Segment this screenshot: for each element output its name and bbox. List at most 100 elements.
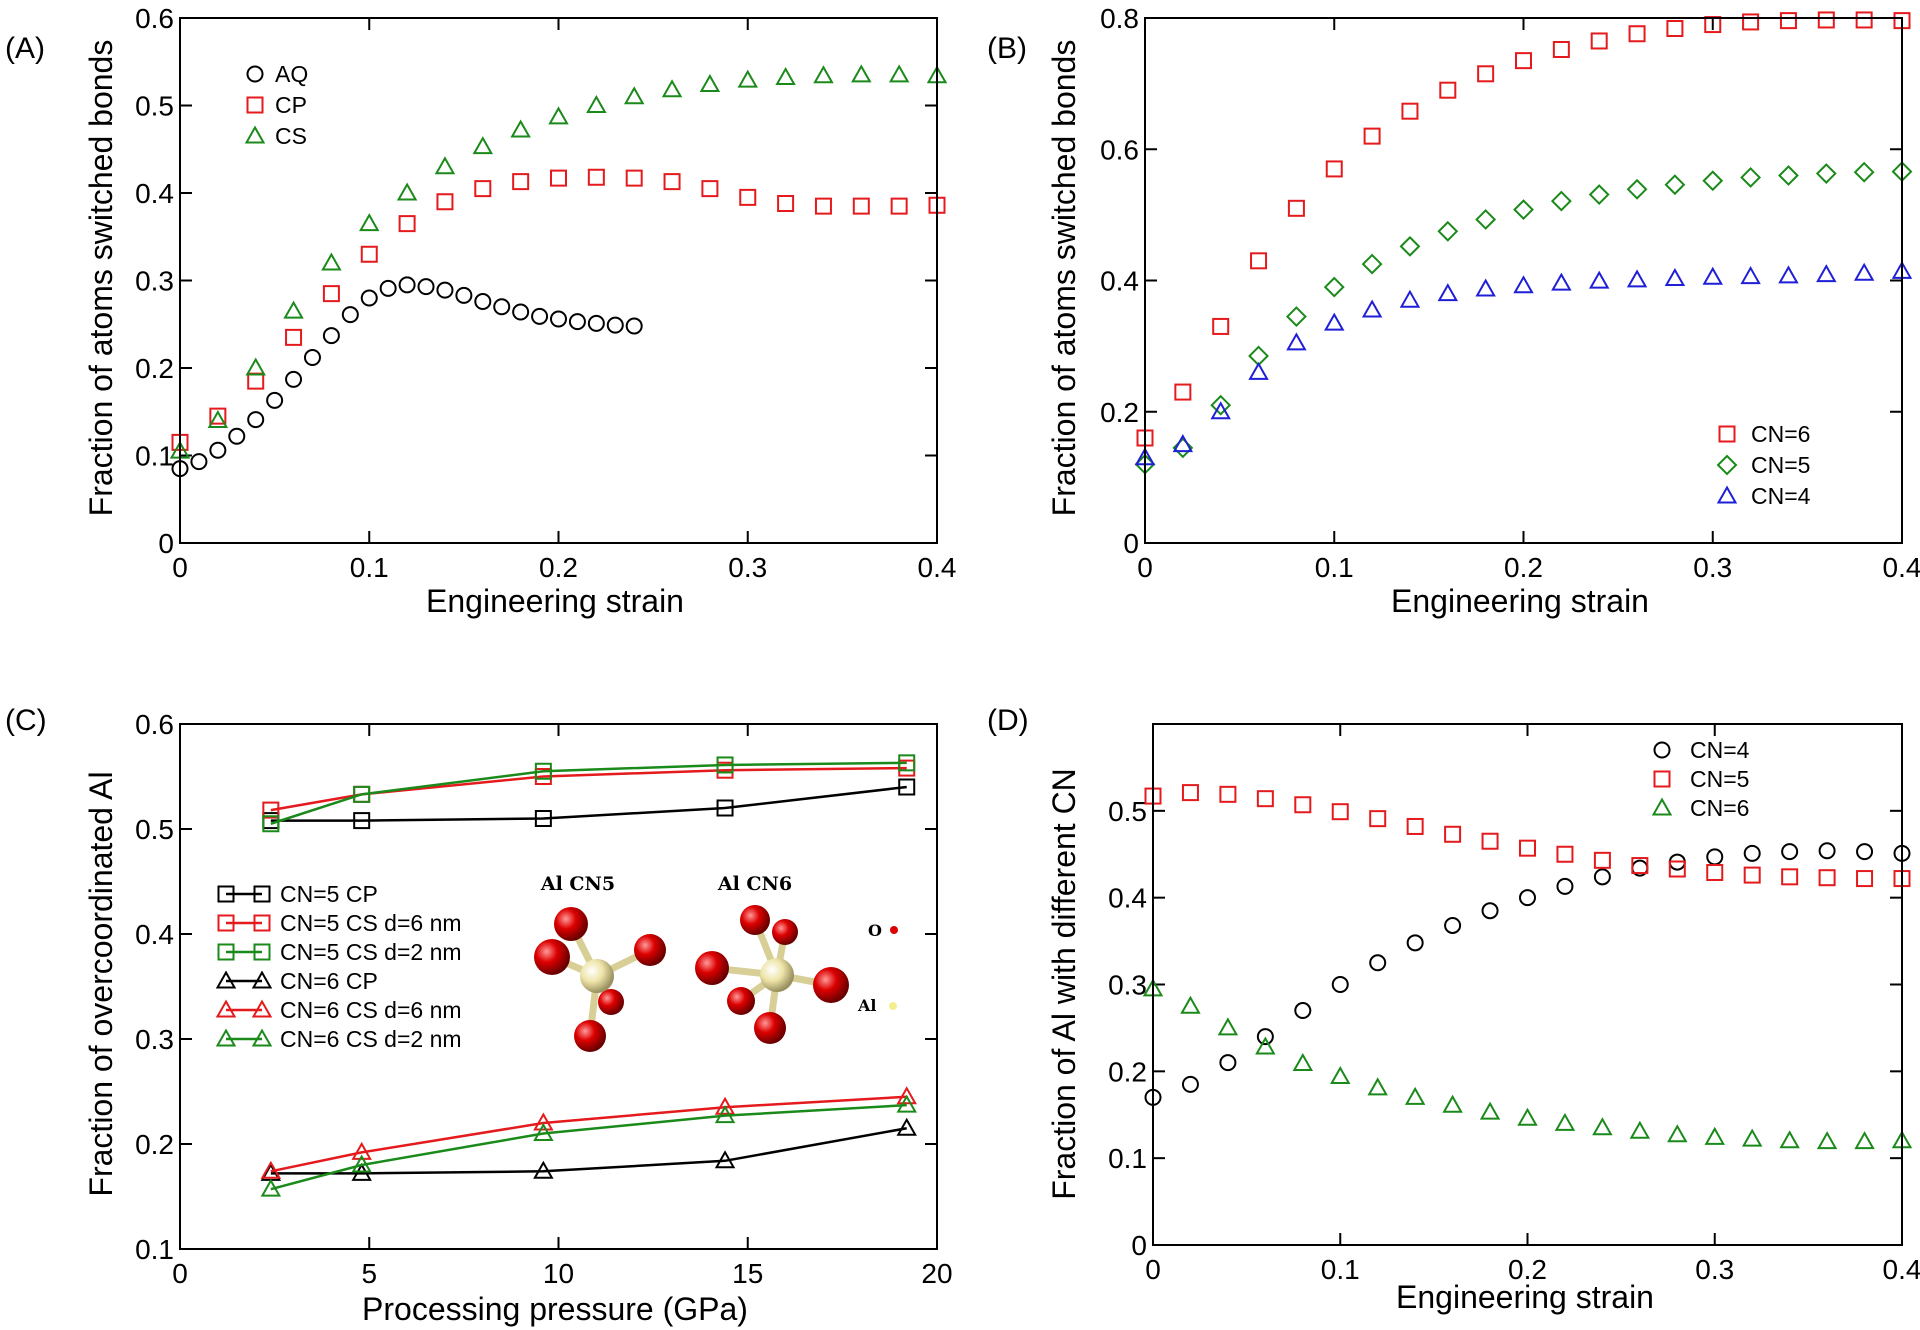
legend-label: CS <box>275 123 307 149</box>
series-cn-4-point <box>1331 976 1349 993</box>
series-cn-4-point <box>1444 916 1462 934</box>
legend-label: AQ <box>275 61 308 87</box>
x-axis-title-a: Engineering strain <box>426 583 684 619</box>
series-cn-5-point <box>1856 870 1874 888</box>
series-cn-5-point <box>1475 209 1497 230</box>
legend-entry: CN=6 <box>1718 421 1810 447</box>
series-cn-6-point <box>1666 20 1684 37</box>
x-tick-label-c: 20 <box>921 1258 952 1289</box>
inset-key-al: Al <box>857 996 877 1015</box>
series-cn-6-point <box>1742 13 1760 31</box>
legend-marker <box>1653 741 1671 759</box>
legend-marker <box>244 125 266 144</box>
x-tick-label-a: 0.4 <box>918 552 957 583</box>
series-cn-4-point <box>1361 299 1383 318</box>
legend-marker <box>217 943 235 961</box>
series-cn-6-cs-d-2-nm-point <box>714 1105 736 1124</box>
legend-marker <box>1651 797 1673 816</box>
series-aq-point <box>322 327 340 345</box>
series-cn-4-point <box>1248 361 1269 380</box>
series-aq-point <box>341 306 359 324</box>
series-cn-5-point <box>1181 784 1199 802</box>
series-cn-6-point <box>1554 1112 1576 1131</box>
series-aq-point <box>625 317 643 335</box>
x-tick-label-d: 0.2 <box>1508 1254 1547 1285</box>
series-cn-6-point <box>1174 383 1192 401</box>
series-cn-4-point <box>1818 842 1836 860</box>
x-tick-label-a: 0.2 <box>539 552 578 583</box>
aluminum-key-dot <box>889 1002 897 1010</box>
legend-label: CN=4 <box>1751 483 1811 509</box>
series-cn-6-cs-d-6-nm-point <box>533 1112 554 1131</box>
inset-title-cn6: Al CN6 <box>717 873 792 895</box>
series-cn-5-point <box>1781 868 1799 886</box>
series-cp-point <box>436 193 454 211</box>
inset-key-o: O <box>868 921 882 940</box>
y-tick-label-c: 0.2 <box>135 1129 174 1160</box>
y-tick-label-c: 0.3 <box>135 1024 174 1055</box>
series-cn-4-point <box>1437 283 1459 302</box>
series-cn-6-point <box>1704 1126 1725 1145</box>
series-cn-5-point <box>1210 394 1232 416</box>
series-cn-6-point <box>1292 1052 1314 1072</box>
legend-marker <box>246 96 264 114</box>
series-cn-5-point <box>1256 790 1274 808</box>
series-cn-5-point <box>1481 832 1499 850</box>
oxygen-atom <box>754 1012 786 1044</box>
series-cn-6-point <box>1212 317 1230 335</box>
y-tick-label-d: 0 <box>1131 1230 1147 1261</box>
series-aq-point <box>266 391 284 409</box>
ticks-d: 0 0.1 0.2 0.3 0.4 0 0.1 0.2 0.3 0.4 0.5 <box>1108 724 1920 1285</box>
series-cn-5-point <box>1818 869 1836 887</box>
legend-marker <box>1716 485 1738 504</box>
panel-d: (D) Engineering strain Fraction of Al wi… <box>987 704 1920 1315</box>
series-cn-4-point <box>1740 266 1761 285</box>
series-cs-point <box>623 86 645 105</box>
series-cn-6-cs-d-6-nm-point <box>896 1086 917 1105</box>
marks-c <box>260 754 917 1197</box>
series-cn-6-point <box>1854 1131 1875 1150</box>
series-cn-5-point <box>1853 161 1875 183</box>
y-axis-title-d: Fraction of Al with different CN <box>1046 768 1082 1200</box>
series-cn-5-cp-line <box>270 785 907 822</box>
series-cn-6-cs-d-6-nm-point <box>260 1160 282 1179</box>
series-cn-6-point <box>1816 1131 1838 1150</box>
series-cn-5-cs-d-2-nm-point <box>262 815 280 833</box>
series-aq-point <box>455 286 473 304</box>
series-cn-6-point <box>1217 1017 1239 1036</box>
y-tick-label-b: 0.4 <box>1100 266 1139 297</box>
series-cn-6-point <box>1367 1077 1388 1096</box>
series-cn-5-point <box>1556 845 1574 863</box>
legend-label: CN=5 <box>1690 766 1749 792</box>
series-cn-5-cp-point <box>716 799 734 817</box>
series-cn-6-point <box>1741 1128 1763 1147</box>
series-cn-6-cs-d-2-nm-point <box>896 1094 917 1113</box>
series-aq-point <box>531 307 549 325</box>
y-tick-label-b: 0.8 <box>1100 3 1139 34</box>
series-cs-point <box>396 182 418 201</box>
legend-marker <box>251 999 273 1018</box>
series-cn-5-point <box>1743 866 1761 884</box>
legend-label: CP <box>275 92 307 118</box>
legend-label: CN=6 <box>1690 795 1749 821</box>
series-cn-4-point <box>1593 868 1611 886</box>
series-cn-6-point <box>1667 1124 1688 1143</box>
series-cn-4-point <box>1702 266 1723 285</box>
legend-marker <box>217 914 235 932</box>
series-cn-6-cs-d-6-nm-point <box>714 1096 736 1115</box>
series-cn-6-point <box>1442 1094 1463 1113</box>
legend-label: CN=6 CS d=2 nm <box>280 1026 462 1052</box>
series-cn-5-point <box>1513 199 1534 221</box>
series-cn-5-point <box>1740 167 1762 188</box>
series-cn-4-point <box>1399 289 1421 308</box>
series-cs-point <box>472 136 494 155</box>
legend-entry: CP <box>246 92 307 118</box>
series-cn-5-cs-d-6-nm-point <box>262 801 280 819</box>
series-cn-6-point <box>1250 252 1268 270</box>
series-cn-6-point <box>1255 1036 1276 1055</box>
legend-b: CN=6 CN=5 CN=4 <box>1716 421 1811 509</box>
legend-marker <box>215 1028 237 1047</box>
series-cn-5-point <box>1361 253 1383 275</box>
series-cn-6-point <box>1552 41 1570 58</box>
series-cs-point <box>548 106 569 125</box>
